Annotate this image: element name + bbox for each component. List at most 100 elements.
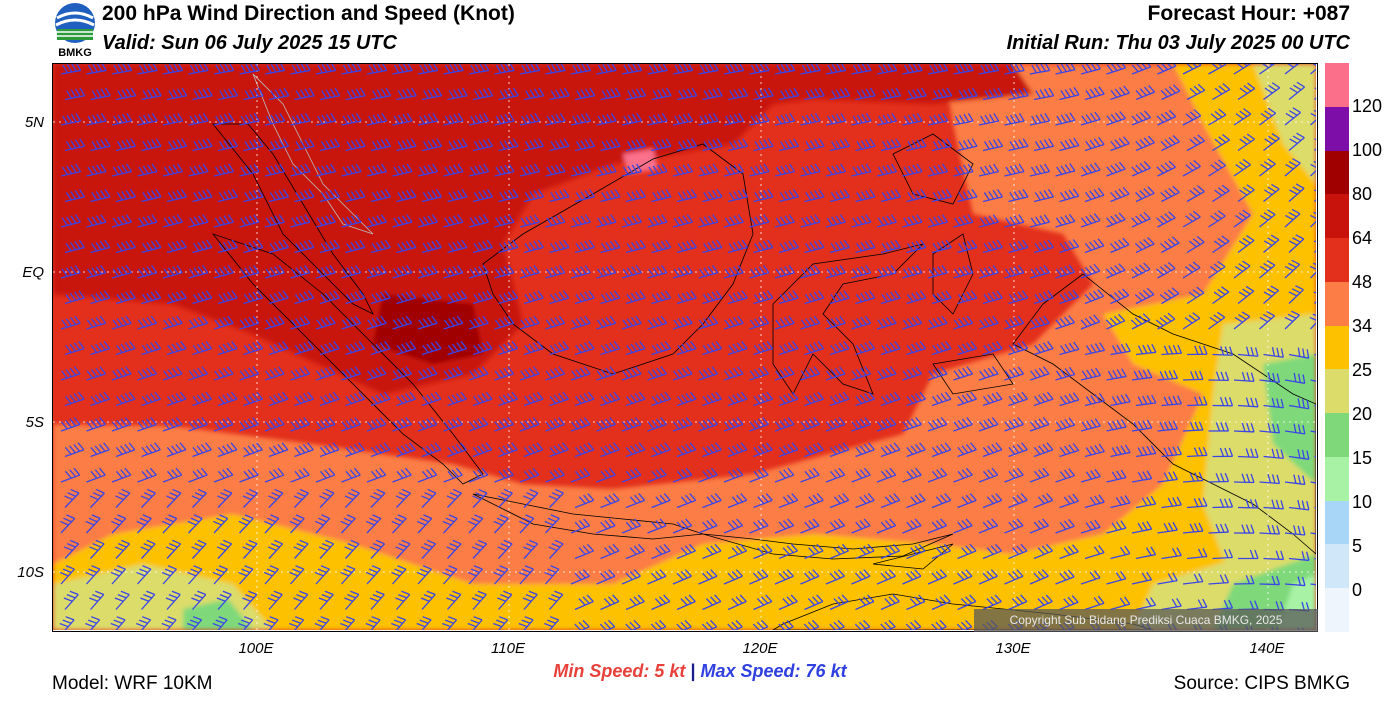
wind-barb: [774, 518, 795, 534]
wind-barb: [519, 163, 541, 177]
wind-barb: [365, 565, 381, 585]
wind-barb: [1208, 422, 1230, 432]
wind-barb: [1131, 419, 1153, 432]
wind-barb: [369, 539, 386, 559]
wind-barb: [906, 188, 927, 203]
initial-run: Initial Run: Thu 03 July 2025 00 UTC: [1006, 32, 1350, 54]
wind-barb: [1033, 341, 1054, 356]
max-speed: Max Speed: 76 kt: [700, 661, 847, 681]
wind-barb: [523, 341, 544, 356]
wind-barb: [243, 138, 264, 152]
wind-barb: [778, 594, 798, 611]
wind-barb: [829, 341, 850, 356]
wind-barb: [1288, 347, 1310, 359]
wind-barb: [982, 594, 1002, 611]
wind-barb: [1212, 235, 1230, 254]
wind-barb: [906, 138, 927, 152]
lon-label-120e: 120E: [742, 640, 778, 657]
wind-barb: [1159, 287, 1180, 305]
wind-barb: [523, 488, 539, 508]
wind-barb: [778, 188, 799, 203]
wind-barb: [447, 341, 468, 356]
wind-barb: [290, 315, 311, 330]
wind-barb: [268, 488, 284, 508]
wind-barb: [443, 214, 464, 228]
wind-barb: [1233, 311, 1251, 330]
wind-barb: [672, 163, 694, 177]
wind-barb: [676, 239, 697, 254]
model-name: Model: WRF 10KM: [52, 673, 213, 694]
wind-barb: [570, 62, 592, 75]
wind-barb: [574, 138, 596, 152]
wind-barb: [141, 138, 162, 152]
wind-barb: [166, 290, 187, 305]
wind-barb: [447, 188, 468, 203]
wind-barb: [497, 488, 513, 508]
wind-barb: [141, 341, 162, 356]
wind-barb: [1004, 467, 1024, 483]
wind-barb: [369, 590, 385, 610]
wind-barb: [982, 493, 1003, 509]
wind-barb: [366, 417, 387, 432]
wind-barb: [574, 543, 594, 560]
wind-barb: [902, 265, 923, 279]
wind-barb: [753, 391, 773, 407]
wind-barb: [723, 518, 744, 534]
wind-barb: [829, 290, 850, 305]
wind-barb: [1263, 499, 1285, 510]
wind-barb: [1135, 597, 1157, 611]
wind-barb: [1157, 420, 1178, 432]
wind-barb: [804, 87, 825, 101]
wind-barb: [86, 366, 107, 381]
wind-barb: [447, 239, 468, 254]
wind-barb: [651, 493, 671, 509]
wind-barb: [188, 62, 209, 75]
wind-barb: [416, 565, 432, 585]
wind-barb: [243, 188, 264, 203]
wind-barb: [344, 488, 360, 508]
wind-barb: [1135, 546, 1157, 560]
wind-barb: [264, 214, 285, 228]
wind-barb: [392, 163, 413, 177]
wind-barb: [800, 113, 821, 126]
wind-barb: [851, 62, 872, 75]
wind-barb: [982, 543, 1002, 560]
wind-barb: [366, 265, 387, 279]
wind-barb: [264, 514, 280, 534]
wind-barb: [268, 341, 289, 356]
wind-barb: [902, 518, 922, 534]
wind-barb: [447, 442, 467, 458]
wind-barb: [982, 391, 1003, 407]
wind-barb: [1186, 548, 1208, 560]
wind-barb: [1263, 448, 1285, 459]
wind-barb: [931, 239, 952, 254]
wind-barb: [825, 315, 846, 330]
wind-barb: [370, 341, 391, 356]
wind-barb: [902, 315, 923, 330]
wind-barb: [60, 163, 82, 177]
wind-barb: [723, 366, 744, 381]
wind-barb: [523, 391, 544, 407]
wind-barb: [114, 539, 131, 559]
wind-barb: [676, 493, 697, 509]
wind-barb: [570, 417, 591, 432]
wind-barb: [727, 239, 748, 254]
wind-barb: [825, 366, 846, 381]
colorbar-segment: [1325, 194, 1349, 239]
lon-label-110e: 110E: [491, 640, 525, 657]
wind-barb: [625, 188, 646, 203]
wind-barb: [341, 113, 362, 126]
wind-barb: [596, 569, 616, 585]
wind-barb: [294, 391, 314, 407]
wind-barb: [825, 467, 846, 483]
wind-barb: [213, 113, 235, 126]
wind-barb: [1084, 342, 1106, 356]
colorbar-segment: [1325, 238, 1349, 282]
wind-barb: [141, 87, 162, 101]
wind-barb: [443, 366, 464, 381]
wind-barb: [1233, 260, 1251, 279]
wind-barb: [162, 366, 183, 381]
wind-barb: [267, 539, 284, 559]
wind-barb: [1288, 551, 1310, 562]
wind-barb: [1208, 574, 1230, 585]
